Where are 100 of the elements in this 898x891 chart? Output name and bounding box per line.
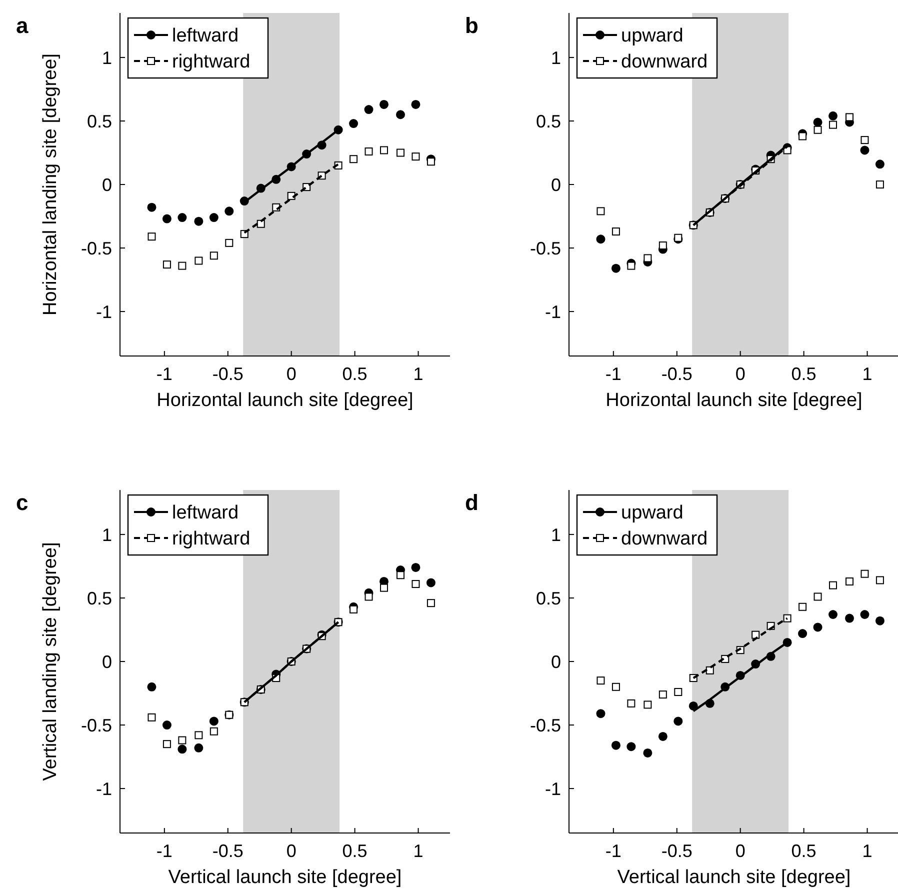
legend-label: leftward <box>172 26 239 47</box>
point <box>162 260 171 269</box>
point <box>814 592 822 601</box>
point <box>147 682 156 692</box>
x-tick-label: 0.5 <box>791 364 816 384</box>
y-tick-label: 0.5 <box>536 588 561 608</box>
point <box>798 602 807 611</box>
point <box>178 262 186 270</box>
x-axis-title: Vertical launch site [degree] <box>168 867 402 888</box>
point <box>162 214 172 224</box>
chart-title: a <box>16 13 29 38</box>
x-tick-label: 0 <box>735 364 746 384</box>
point <box>194 256 203 265</box>
point <box>426 599 435 608</box>
point <box>674 688 682 696</box>
x-tick-label: -0.5 <box>661 364 692 384</box>
point <box>875 160 884 169</box>
legend-label: upward <box>621 26 684 47</box>
point <box>658 241 667 250</box>
x-tick-label: 0 <box>286 841 296 861</box>
point <box>210 252 218 260</box>
y-tick-label: -0.5 <box>80 238 112 258</box>
point <box>798 132 807 140</box>
point <box>411 100 420 109</box>
point <box>876 576 884 584</box>
legend-label: rightward <box>172 528 250 550</box>
x-tick-label: 0 <box>735 841 746 861</box>
y-tick-label: 0 <box>102 174 112 195</box>
y-tick-label: 0 <box>550 174 561 195</box>
point <box>350 605 358 614</box>
point <box>828 610 838 619</box>
point <box>396 110 405 120</box>
x-tick-label: -1 <box>605 364 622 384</box>
point <box>627 262 636 270</box>
point <box>194 743 204 752</box>
point <box>194 731 203 740</box>
point <box>612 682 620 691</box>
point <box>860 610 870 619</box>
chart-title: d <box>465 490 478 515</box>
x-axis-title: Horizontal launch site [degree] <box>606 390 862 411</box>
point <box>147 202 156 212</box>
x-axis-title: Horizontal launch site [degree] <box>156 390 414 411</box>
point <box>860 570 869 578</box>
y-tick-label: 0 <box>102 652 112 672</box>
y-tick-label: -0.5 <box>80 715 112 736</box>
legend-label: downward <box>621 528 708 550</box>
point <box>644 700 652 709</box>
chart-title: b <box>465 13 478 38</box>
point <box>813 118 822 127</box>
y-axis-title: Vertical landing site [degree] <box>40 542 61 781</box>
legend-label: upward <box>621 502 684 524</box>
x-tick-label: -1 <box>156 364 172 384</box>
y-axis-title: Horizontal landing site [degree] <box>40 54 61 316</box>
x-axis-title: Vertical launch site [degree] <box>617 867 851 888</box>
point <box>426 578 436 588</box>
legend-label: downward <box>621 52 708 73</box>
point <box>396 571 404 580</box>
point <box>364 592 373 601</box>
point <box>380 100 388 109</box>
y-tick-label: 0 <box>550 652 561 672</box>
point <box>364 105 374 114</box>
point <box>224 206 234 216</box>
y-tick-label: -1 <box>544 302 561 322</box>
point <box>860 146 870 155</box>
x-tick-label: 1 <box>862 841 872 861</box>
point <box>364 147 373 156</box>
point <box>783 614 792 622</box>
point <box>162 740 171 748</box>
x-tick-label: -0.5 <box>212 364 244 384</box>
point <box>411 562 420 572</box>
x-tick-label: 0 <box>286 364 296 384</box>
point <box>596 709 606 718</box>
x-tick-label: 1 <box>413 841 424 861</box>
point <box>178 744 187 754</box>
point <box>611 740 620 750</box>
y-tick-label: -1 <box>96 302 112 322</box>
point <box>674 716 683 726</box>
x-tick-label: 0.5 <box>342 841 368 861</box>
point <box>178 736 186 744</box>
point <box>225 238 234 247</box>
y-tick-label: -1 <box>96 778 112 799</box>
y-tick-label: 1 <box>550 48 561 68</box>
y-tick-label: 1 <box>102 48 112 68</box>
point <box>596 234 606 244</box>
x-tick-label: -0.5 <box>212 841 244 861</box>
x-tick-label: 1 <box>413 364 424 384</box>
point <box>644 254 652 262</box>
legend-label: rightward <box>172 52 250 73</box>
point <box>814 126 822 134</box>
y-tick-label: -1 <box>544 778 561 799</box>
x-tick-label: 0.5 <box>791 841 816 861</box>
point <box>846 113 854 122</box>
y-tick-label: 0.5 <box>536 111 561 132</box>
point <box>828 111 838 120</box>
x-tick-label: -1 <box>156 841 172 861</box>
y-tick-label: -0.5 <box>530 715 561 736</box>
point <box>658 732 668 741</box>
point <box>350 155 358 164</box>
point <box>210 727 218 736</box>
point <box>875 616 884 626</box>
